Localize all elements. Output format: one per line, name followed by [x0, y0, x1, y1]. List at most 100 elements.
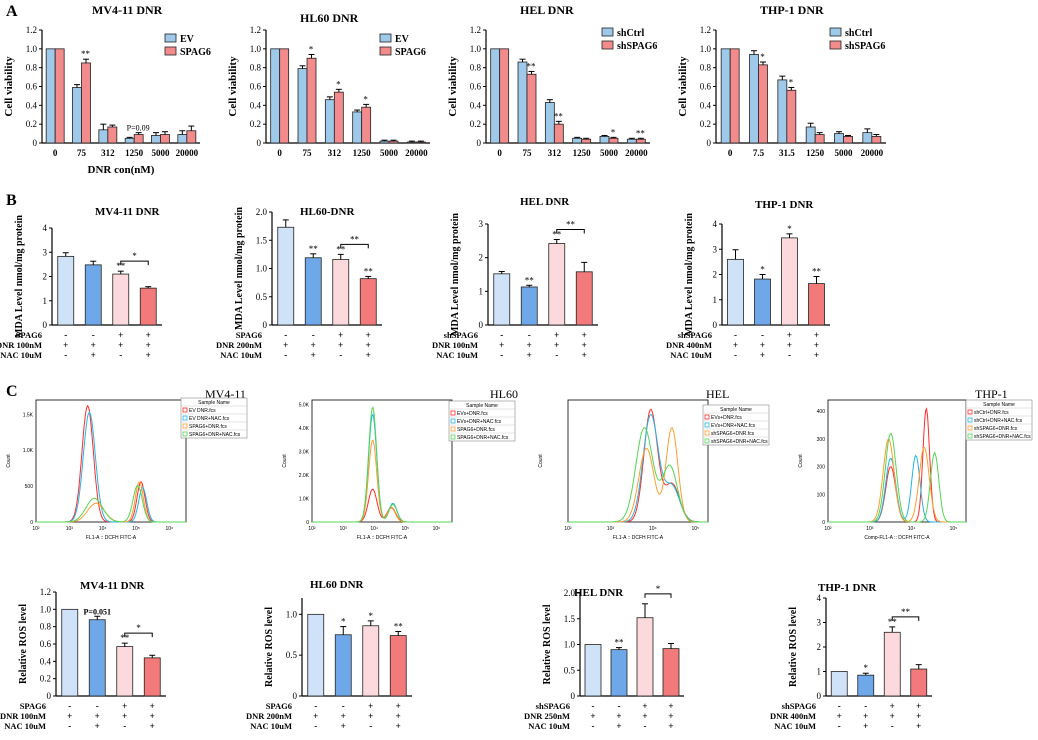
a1-xlabel: DNR con(nM) [88, 164, 155, 176]
d4-ytick-label: 2 [817, 642, 822, 652]
d4-ylabel: Relative ROS level [788, 607, 799, 687]
panel-letter-b: B [6, 192, 17, 209]
d3-treatment-label: NAC 10uM [528, 721, 570, 731]
c3-xtick-label: 10⁴ [649, 526, 657, 532]
a4-bar [749, 54, 759, 144]
d1-bracket-label: * [136, 623, 141, 633]
a4-legend-swatch [829, 40, 842, 50]
c1-xtick-label: 10³ [66, 526, 74, 532]
a1-bar [72, 87, 82, 144]
d4-treatment-mark: + [863, 711, 868, 721]
a4-ytick-label: 1.0 [700, 44, 712, 54]
d3-treatment-mark: - [592, 701, 595, 711]
d3-bracket [644, 593, 672, 598]
b2-treatment-mark: + [366, 340, 371, 350]
d1-ytick-label: 0.2 [40, 674, 51, 684]
a1-ytick-label: 0.6 [26, 82, 38, 92]
b2-treatment-mark: + [338, 330, 343, 340]
a3-ytick-label: 1.0 [470, 44, 482, 54]
b1-bar [84, 264, 102, 326]
c3-histogram-line [568, 408, 708, 523]
a2-ytick-label: 0.6 [250, 82, 262, 92]
d1-treatment-label: SPAG6 [20, 701, 46, 711]
d1-bar [61, 608, 79, 697]
b4-treatment-mark: + [787, 330, 792, 340]
d2-treatment-label: SPAG6 [266, 701, 292, 711]
c3-legend-label: EVs+DNR.fcs [711, 415, 742, 421]
charts-layer: MV4-11 DNR Cell viability 0 0.2 0.4 0.6 0.8 1.0… [0, 3, 1033, 731]
a4-title: THP-1 DNR [760, 3, 824, 17]
b3-treatment-mark: + [527, 340, 532, 350]
d3-treatment-mark: - [592, 721, 595, 731]
a2-title: HL60 DNR [300, 11, 359, 25]
a3-ytick-label: 0 [477, 138, 482, 148]
d3-treatment-mark: + [668, 711, 673, 721]
d3-treatment-mark: + [642, 701, 647, 711]
d2-treatment-mark: + [396, 711, 401, 721]
d1-ytick-label: 0.8 [40, 622, 52, 632]
a3-xtick-label: 20000 [625, 148, 648, 158]
d4-ytick-label: 0 [817, 691, 822, 701]
c2-histogram-line [312, 413, 452, 523]
a1-legend-swatch [164, 46, 177, 56]
d1-treatment-mark: - [68, 701, 71, 711]
c1-xtick-label: 10⁵ [132, 526, 140, 532]
b1-ytick-label: 2 [43, 272, 48, 282]
a2-significance: * [336, 79, 341, 89]
c3-legend-header: Sample Name [720, 407, 752, 413]
d1-bar [143, 657, 161, 697]
d2-ylabel: Relative ROS level [264, 607, 275, 687]
d2-significance: ** [394, 621, 404, 631]
d2-significance: * [369, 611, 374, 621]
a1-title: MV4-11 DNR [92, 3, 163, 17]
a3-ylabel: Cell viability [447, 56, 459, 117]
a4-legend-label: shSPAG6 [845, 41, 885, 52]
c1-xlabel: FL1-A :: DCFH FITC-A [86, 535, 137, 541]
c2-xtick-label: 10⁴ [370, 526, 378, 532]
c1-ytick-label: 1.5K [23, 412, 34, 418]
a2-xtick-label: 75 [303, 148, 313, 158]
a3-xtick-label: 5000 [600, 148, 619, 158]
c2-legend-label: SPAG6+DNR+NAC.fcs [457, 435, 509, 441]
d2-bar [307, 613, 325, 697]
c2-legend-header: Sample Name [466, 403, 498, 409]
d2-treatment-label: NAC 10uM [250, 721, 292, 731]
b1-treatment-mark: - [64, 330, 67, 340]
a2-bar [270, 48, 281, 144]
d4-treatment-mark: + [890, 701, 895, 711]
b1-significance: ** [116, 261, 126, 271]
d2-treatment-mark: + [396, 721, 401, 731]
c1-histogram-line [36, 404, 186, 523]
b3-treatment-mark: + [499, 340, 504, 350]
b4-ytick-label: 1 [713, 295, 718, 305]
b4-significance: * [787, 224, 792, 234]
c4-xtick-label: 10⁵ [950, 526, 958, 532]
a1-ytick-label: 0 [33, 138, 38, 148]
d2-treatment-mark: - [369, 721, 372, 731]
b2-ytick-label: 2.0 [256, 207, 268, 217]
a2-ytick-label: 0.2 [250, 119, 261, 129]
c4-histogram-line [828, 432, 966, 523]
c1-legend-swatch [182, 423, 188, 429]
b2-ytick-label: 0.5 [256, 292, 268, 302]
c1-legend-swatch [182, 415, 188, 421]
a1-bar [45, 48, 56, 144]
a3-xtick-label: 0 [497, 148, 502, 158]
a2-xtick-label: 0 [277, 148, 282, 158]
c3-legend-swatch [704, 438, 710, 444]
d1-significance: ** [120, 633, 130, 643]
b4-treatment-mark: + [733, 340, 738, 350]
b3-bracket [556, 228, 585, 234]
c2-legend-swatch [450, 434, 456, 440]
b3-ytick-label: 1 [479, 286, 484, 296]
b2-title: HL60-DNR [300, 206, 355, 218]
d1-ytick-label: 1.0 [40, 604, 52, 614]
a3-xtick-label: 312 [548, 148, 562, 158]
b1-bar [57, 255, 75, 326]
b1-ytick-label: 3 [43, 247, 48, 257]
a1-significance: ** [81, 49, 91, 59]
c1-legend-header: Sample Name [198, 400, 230, 406]
c2-xtick-label: 10³ [339, 526, 347, 532]
